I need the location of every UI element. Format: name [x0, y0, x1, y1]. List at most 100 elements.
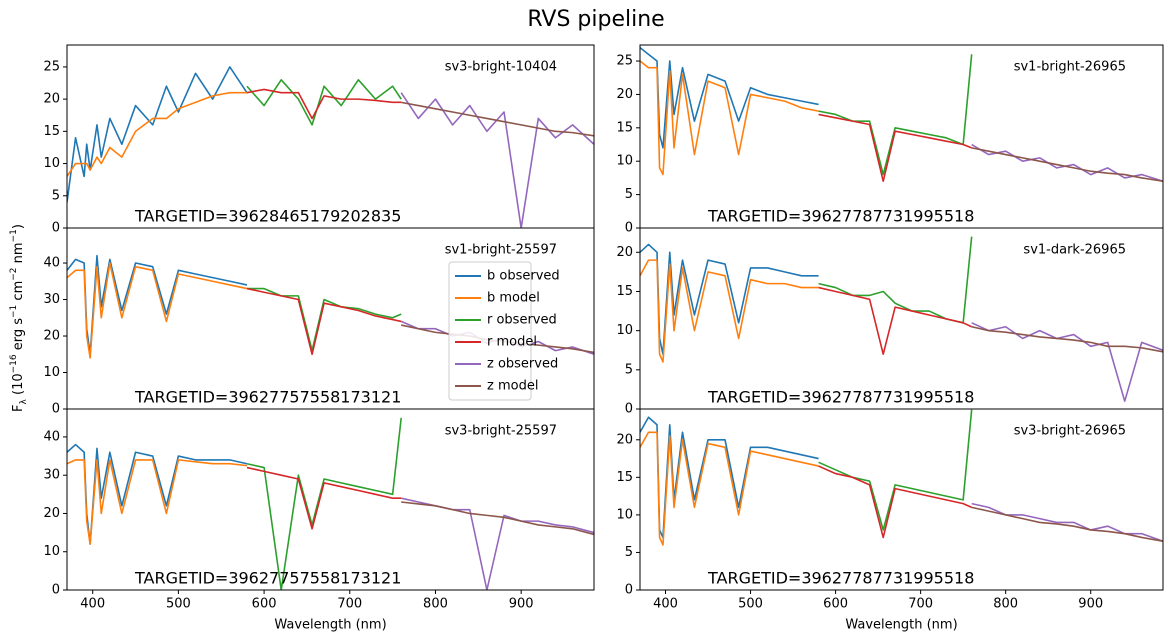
x-tick-label: 900 [1078, 597, 1103, 612]
x-tick-label: 700 [908, 597, 933, 612]
x-tick-label: 500 [166, 597, 191, 612]
y-tick-label: 0 [52, 221, 60, 236]
y-tick-label: 20 [616, 245, 633, 260]
x-tick-label: 800 [993, 597, 1018, 612]
plot-area [640, 47, 1163, 183]
y-axis-label: Fλ (10−16 erg s−1 cm−2 nm−1) [9, 224, 29, 412]
spectrum-line [640, 60, 819, 176]
y-tick-label: 20 [43, 329, 60, 344]
spectrum-line [640, 259, 819, 363]
y-tick-label: 20 [616, 87, 633, 102]
x-tick-label: 500 [738, 597, 763, 612]
spectrum-line [401, 497, 594, 590]
spectrum-line [400, 92, 594, 228]
y-tick-label: 10 [43, 544, 60, 559]
y-tick-label: 5 [625, 187, 633, 202]
spectrum-line [246, 88, 402, 120]
plot-area [640, 409, 1163, 546]
y-axis-label-part: nm [11, 242, 26, 267]
y-tick-label: 10 [43, 156, 60, 171]
x-axis-label: Wavelength (nm) [274, 618, 386, 633]
spectrum-line [818, 54, 973, 176]
y-axis-label-part: erg s [11, 318, 26, 355]
y-tick-label: 15 [616, 120, 633, 135]
y-tick-label: 0 [52, 402, 60, 417]
spectrum-line [401, 101, 594, 137]
y-tick-label: 15 [616, 470, 633, 485]
spectrum-line [818, 286, 972, 355]
x-tick-label: 400 [80, 597, 105, 612]
x-tick-label: 400 [653, 597, 678, 612]
y-axis-label-part: −1 [9, 229, 19, 242]
y-tick-label: 10 [616, 507, 633, 522]
x-tick-label: 700 [337, 597, 362, 612]
y-tick-label: 15 [43, 124, 60, 139]
spectrum-line [640, 431, 819, 546]
y-tick-label: 5 [625, 362, 633, 377]
spectrum-label: sv1-bright-25597 [445, 243, 557, 258]
legend-label: r observed [487, 313, 557, 328]
figure-title: RVS pipeline [527, 7, 664, 32]
axes-frame [639, 408, 1164, 591]
spectrum-line [67, 91, 247, 177]
target-id: TARGETID=39627757558173121 [134, 569, 401, 588]
spectrum-line [246, 417, 402, 590]
spectrum-label: sv3-bright-26965 [1014, 424, 1126, 439]
spectrum-line [67, 262, 248, 359]
y-tick-label: 20 [43, 506, 60, 521]
legend-label: b model [487, 291, 540, 306]
spectrum-line [971, 506, 1163, 542]
y-axis-label-part: λ [19, 398, 29, 404]
spectrum-line [246, 287, 402, 356]
plot-area [67, 66, 594, 228]
spectrum-label: sv3-bright-10404 [445, 60, 557, 75]
y-tick-label: 0 [625, 221, 633, 236]
spectrum-line [971, 147, 1163, 183]
spectrum-line [67, 459, 248, 545]
spectrum-line [640, 47, 819, 149]
spectrum-label: sv3-bright-25597 [445, 424, 557, 439]
y-axis-label-part: −16 [9, 354, 19, 373]
y-axis-label-part: −1 [9, 305, 19, 318]
target-id: TARGETID=39627757558173121 [134, 388, 401, 407]
spectrum-line [818, 409, 973, 531]
spectrum-line [971, 322, 1163, 402]
legend-label: z observed [487, 357, 558, 372]
x-tick-label: 900 [509, 597, 534, 612]
y-tick-label: 40 [43, 256, 60, 271]
y-tick-label: 0 [625, 402, 633, 417]
spectrum-line [818, 465, 972, 539]
y-tick-label: 10 [616, 323, 633, 338]
plot-area [67, 417, 594, 590]
legend-label: z model [487, 379, 538, 394]
y-axis-label-part: F [11, 404, 26, 411]
spectrum-line [971, 325, 1163, 353]
plot-area [640, 236, 1163, 402]
spectrum-label: sv1-bright-26965 [1014, 60, 1126, 75]
y-tick-label: 0 [52, 583, 60, 598]
legend-label: b observed [487, 269, 560, 284]
y-axis-label-part: cm [11, 281, 26, 305]
target-id: TARGETID=39627787731995518 [707, 388, 974, 407]
y-tick-label: 5 [625, 545, 633, 560]
target-id: TARGETID=39628465179202835 [134, 207, 401, 226]
y-tick-label: 40 [43, 429, 60, 444]
y-tick-label: 15 [616, 284, 633, 299]
target-id: TARGETID=39627787731995518 [707, 207, 974, 226]
y-tick-label: 0 [625, 583, 633, 598]
y-axis-label-part: (10 [11, 373, 26, 399]
target-id: TARGETID=39627787731995518 [707, 569, 974, 588]
axes-frame [66, 408, 595, 591]
y-tick-label: 30 [43, 468, 60, 483]
spectrum-line [246, 287, 402, 352]
y-tick-label: 20 [616, 432, 633, 447]
y-tick-label: 25 [43, 59, 60, 74]
y-tick-label: 25 [616, 54, 633, 69]
x-tick-label: 600 [823, 597, 848, 612]
y-axis-label-part: −2 [9, 267, 19, 280]
spectrum-line [401, 501, 594, 536]
spectrum-line [818, 113, 972, 183]
spectrum-line [246, 79, 402, 126]
